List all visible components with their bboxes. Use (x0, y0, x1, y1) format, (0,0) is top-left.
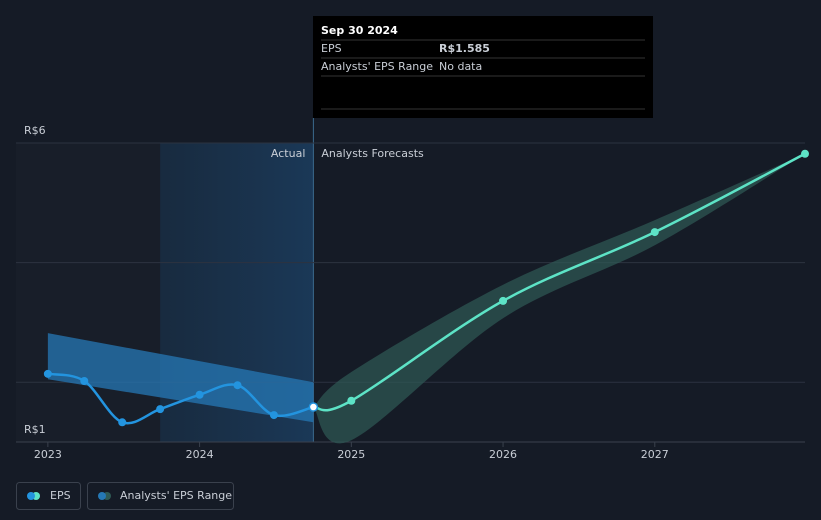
legend-item[interactable]: EPS (16, 482, 81, 510)
y-tick-label: R$1 (24, 423, 46, 436)
eps-line-point (80, 377, 89, 386)
x-tick-label: 2027 (641, 448, 669, 461)
range-band (47, 333, 314, 423)
tooltip-value: No data (439, 60, 482, 73)
legend-swatch[interactable] (98, 492, 106, 500)
current-point (308, 402, 319, 412)
legend-box[interactable] (87, 482, 234, 510)
eps-line-point (118, 418, 127, 427)
legend-label[interactable]: Analysts' EPS Range (120, 489, 232, 502)
eps-line-point (195, 390, 204, 399)
eps-line-point (269, 411, 278, 420)
actual-label: Actual (271, 147, 305, 160)
eps-forecast-line-point (650, 228, 659, 237)
legend-label[interactable]: EPS (50, 489, 71, 502)
eps-forecast-line-point (347, 396, 356, 405)
x-tick-label: 2023 (34, 448, 62, 461)
y-tick-label: R$6 (24, 124, 46, 137)
legend-swatch[interactable] (27, 492, 35, 500)
x-tick-label: 2026 (489, 448, 517, 461)
legend-item[interactable]: Analysts' EPS Range (87, 482, 234, 510)
x-tick-label: 2025 (337, 448, 365, 461)
eps-line-point (233, 381, 242, 390)
tooltip-value: R$1.585 (439, 42, 490, 55)
past-region (16, 143, 161, 442)
forecast-label: Analysts Forecasts (321, 147, 424, 160)
legend-box[interactable] (16, 482, 81, 510)
eps-line-point (43, 369, 52, 378)
tooltip-box (313, 16, 653, 118)
tooltip-label: Analysts' EPS Range (321, 60, 433, 73)
tooltip-date: Sep 30 2024 (321, 24, 398, 37)
x-tick-label: 2024 (186, 448, 214, 461)
tooltip-label: EPS (321, 42, 342, 55)
eps-line-point (156, 405, 165, 414)
eps-forecast-line-point (801, 149, 809, 158)
range-band (313, 153, 805, 444)
eps-forecast-line-point (499, 296, 508, 305)
